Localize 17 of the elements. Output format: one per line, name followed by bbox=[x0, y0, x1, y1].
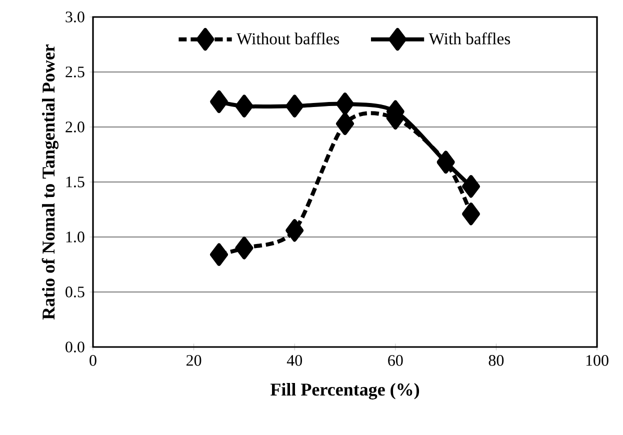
x-axis-title: Fill Percentage (%) bbox=[270, 383, 420, 400]
x-tick-label: 0 bbox=[90, 355, 96, 366]
y-tick-label: 0.0 bbox=[66, 342, 84, 352]
x-tick-label: 80 bbox=[488, 355, 504, 366]
y-tick-label: 1.0 bbox=[66, 232, 84, 242]
legend-label: With baffles bbox=[428, 32, 510, 44]
y-tick-label: 0.5 bbox=[66, 286, 84, 298]
x-tick-label: 60 bbox=[388, 355, 403, 366]
y-tick-label: 1.5 bbox=[66, 176, 84, 188]
x-tick-label: 100 bbox=[586, 355, 608, 366]
x-tick-label: 40 bbox=[286, 355, 302, 366]
y-tick-label: 3.0 bbox=[66, 12, 84, 22]
x-tick-label: 20 bbox=[186, 355, 202, 366]
y-tick-label: 2.5 bbox=[66, 66, 84, 78]
y-axis-title: Ratio of Nomal to Tangential Power bbox=[42, 44, 58, 320]
legend-label: Without baffles bbox=[236, 32, 340, 44]
y-tick-label: 2.0 bbox=[66, 122, 84, 132]
